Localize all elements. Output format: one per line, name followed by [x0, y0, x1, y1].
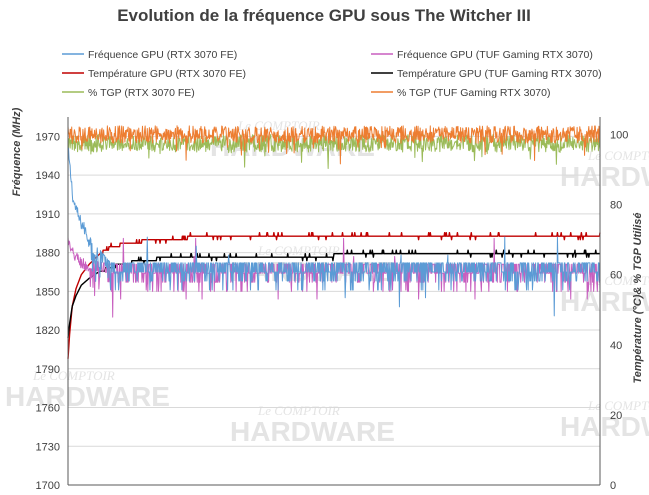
y-tick-label: 1760 — [36, 403, 60, 415]
y-tick-label: 1910 — [36, 209, 60, 221]
watermark-line2: HARDWARE — [5, 381, 170, 412]
y-tick-label: 1970 — [36, 131, 60, 143]
y-tick-labels: 1970 1940 1910 1880 1850 1820 1790 1760 1730 1700 — [36, 131, 60, 492]
y2-tick-label: 20 — [610, 410, 622, 422]
legend-label: Température GPU (RTX 3070 FE) — [88, 68, 246, 80]
legend-label: Fréquence GPU (TUF Gaming RTX 3070) — [397, 49, 593, 61]
series-layer — [67, 125, 601, 359]
watermark-line1: Le COMPTOIR — [257, 403, 340, 418]
watermark-line2: HARDWARE — [560, 161, 649, 192]
series-line — [67, 249, 601, 338]
y2-tick-label: 80 — [610, 200, 622, 212]
legend-label: % TGP (RTX 3070 FE) — [88, 87, 195, 99]
watermark-line1: Le COMPTOIR — [257, 243, 340, 258]
legend: Fréquence GPU (RTX 3070 FE) Fréquence GPU… — [62, 49, 602, 99]
y-tick-label: 1790 — [36, 364, 60, 376]
watermark-line1: Le COMPTOIR — [32, 368, 115, 383]
legend-label: Température GPU (TUF Gaming RTX 3070) — [397, 68, 602, 80]
legend-label: % TGP (TUF Gaming RTX 3070) — [397, 87, 550, 99]
watermark-line2: HARDWARE — [230, 416, 395, 447]
series-line — [67, 147, 601, 317]
series-line — [67, 125, 601, 165]
y2-tick-label: 0 — [610, 480, 616, 492]
y-tick-label: 1850 — [36, 286, 60, 298]
y2-tick-label: 40 — [610, 340, 622, 352]
y2-tick-labels: 100 80 60 40 20 0 — [610, 130, 628, 492]
watermark-line2: HARDWARE — [560, 411, 649, 442]
y2-tick-label: 100 — [610, 130, 628, 142]
watermark-line1: Le COMPTOIR — [587, 398, 649, 413]
axes — [67, 117, 601, 486]
series-line — [67, 231, 601, 359]
watermark-line1: Le COMPTOIR — [587, 273, 649, 288]
y-tick-label: 1820 — [36, 325, 60, 337]
watermark-line1: Le COMPTOIR — [237, 118, 320, 133]
y-tick-label: 1940 — [36, 170, 60, 182]
legend-label: Fréquence GPU (RTX 3070 FE) — [88, 49, 237, 61]
y2-tick-label: 60 — [610, 270, 622, 282]
watermark-line1: Le COMPTOIR — [587, 148, 649, 163]
y-tick-label: 1880 — [36, 248, 60, 260]
chart-title: Evolution de la fréquence GPU sous The W… — [117, 6, 531, 25]
y-tick-label: 1700 — [36, 480, 60, 492]
y-axis-title: Fréquence (MHz) — [11, 107, 23, 196]
y-tick-label: 1730 — [36, 441, 60, 453]
y2-axis-title: Température (°C)& % TGP Utilisé — [632, 212, 644, 383]
